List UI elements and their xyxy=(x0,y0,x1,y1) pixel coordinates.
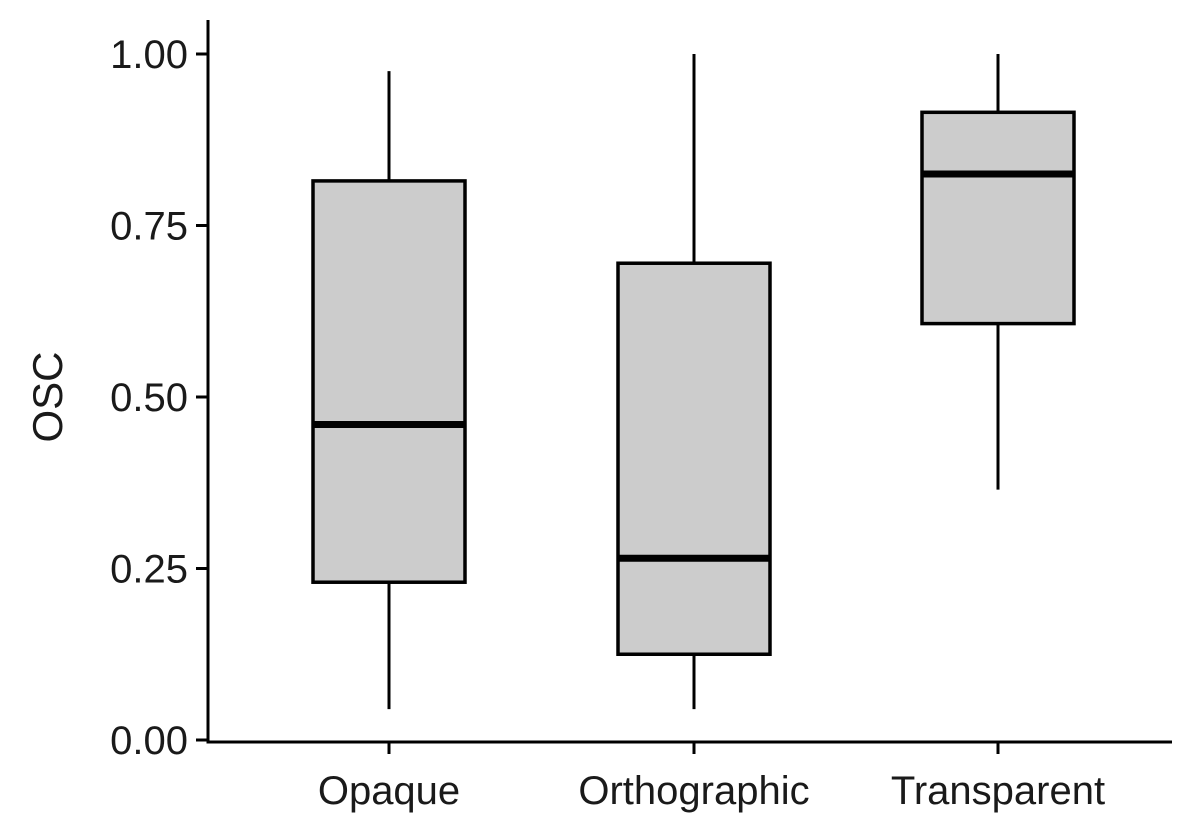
plot-area xyxy=(311,54,1076,710)
x-tick-label: Opaque xyxy=(318,769,460,813)
iqr-box xyxy=(616,261,772,656)
y-tick-label: 0.25 xyxy=(110,548,188,592)
y-axis-title: OSC xyxy=(24,351,71,442)
box-transparent xyxy=(920,54,1076,490)
box-orthographic xyxy=(616,54,772,710)
iqr-box xyxy=(920,110,1076,326)
x-axis: Opaque Orthographic Transparent xyxy=(206,740,1172,813)
y-tick-label: 0.00 xyxy=(110,719,188,763)
x-tick-label: Transparent xyxy=(891,769,1105,813)
y-tick-label: 0.75 xyxy=(110,205,188,249)
iqr-box xyxy=(311,179,467,584)
y-tick-label: 0.50 xyxy=(110,376,188,420)
y-axis: 0.00 0.25 0.50 0.75 1.00 xyxy=(110,20,210,763)
box-opaque xyxy=(311,71,467,710)
x-tick-label: Orthographic xyxy=(578,769,809,813)
y-tick-label: 1.00 xyxy=(110,33,188,77)
